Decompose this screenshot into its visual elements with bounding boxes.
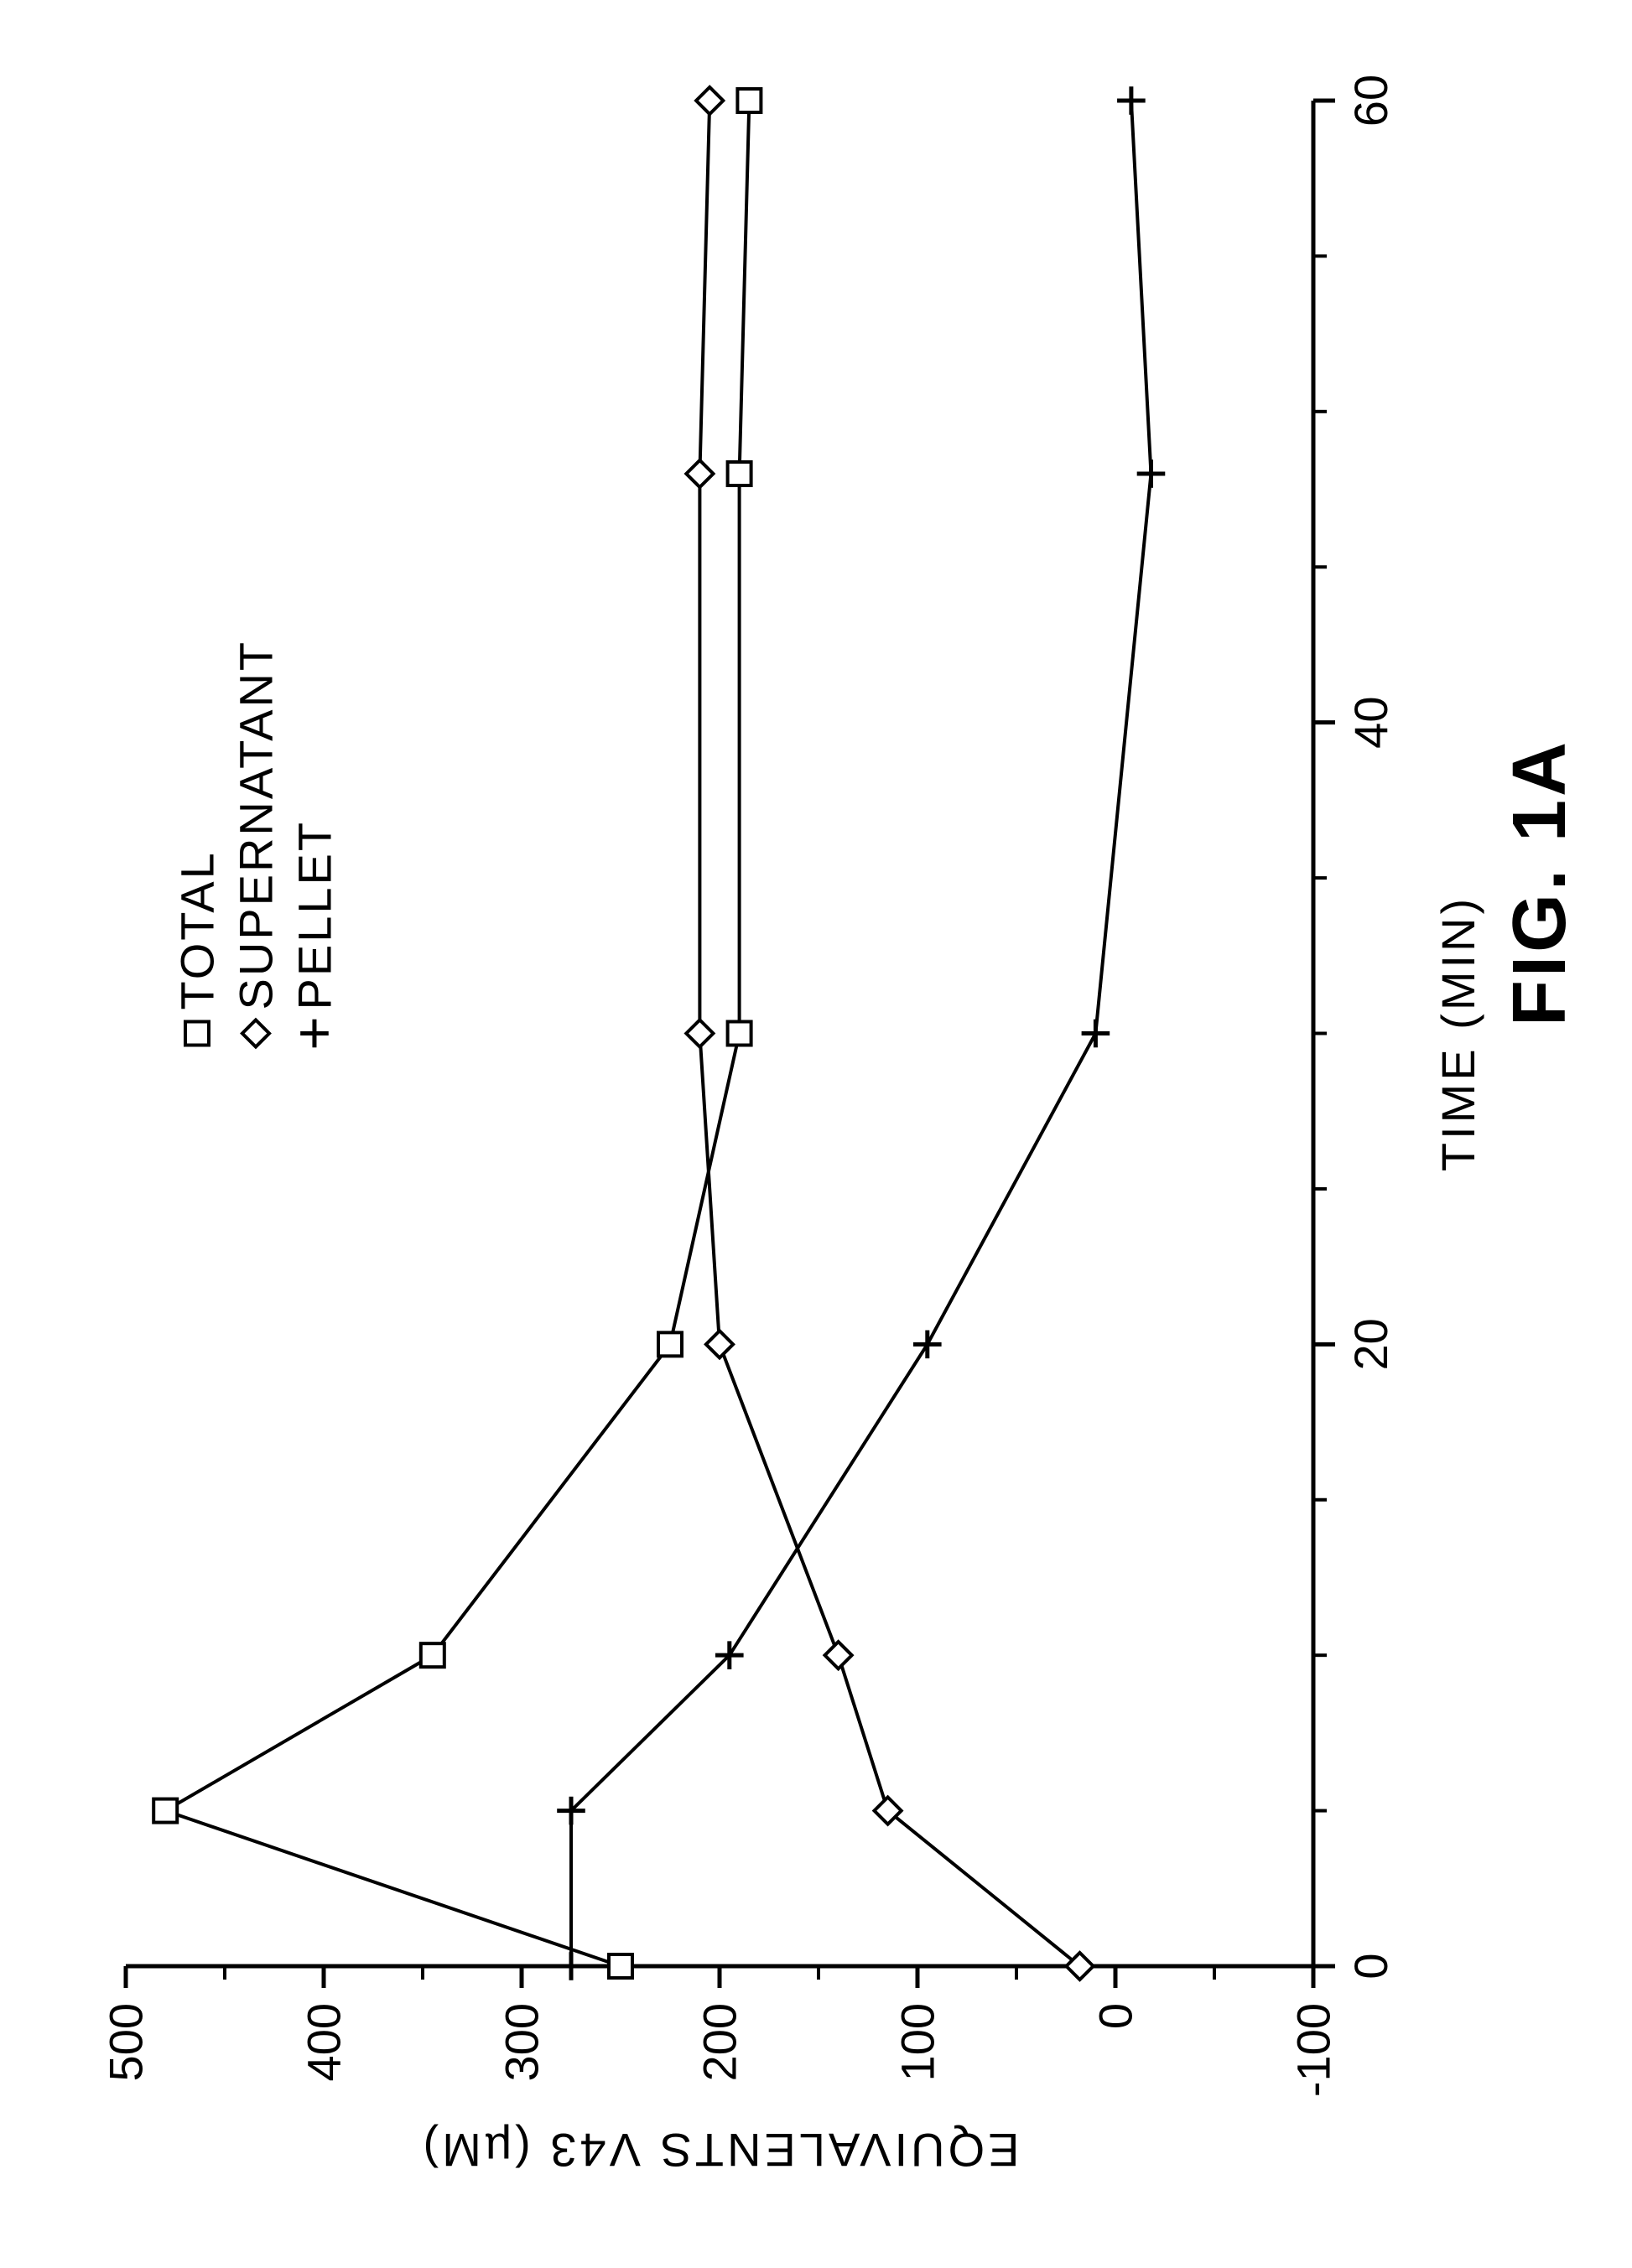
x-tick-label: 40 — [1344, 697, 1397, 749]
legend-label-supernatant: SUPERNATANT — [230, 640, 283, 1010]
y-tick-label: 200 — [694, 2003, 746, 2081]
legend-label-pellet: PELLET — [288, 820, 341, 1010]
y-tick-label: 0 — [1089, 2003, 1142, 2029]
figure-container: -10001002003004005000204060TIME (MIN)EQU… — [0, 0, 1632, 2268]
x-tick-label: 60 — [1344, 75, 1397, 127]
chart-svg: -10001002003004005000204060TIME (MIN)EQU… — [0, 0, 1632, 2268]
y-axis-label: EQUIVALENTS V43 (µM) — [420, 2124, 1020, 2177]
x-axis-label: TIME (MIN) — [1432, 895, 1484, 1171]
legend-label-total: TOTAL — [171, 850, 224, 1009]
y-tick-label: 400 — [298, 2003, 351, 2081]
y-tick-label: -100 — [1287, 2003, 1340, 2097]
y-tick-label: 100 — [891, 2003, 944, 2081]
figure-caption: FIG. 1A — [1498, 739, 1582, 1026]
x-tick-label: 0 — [1344, 1953, 1397, 1979]
y-tick-label: 500 — [100, 2003, 153, 2081]
y-tick-label: 300 — [496, 2003, 548, 2081]
x-tick-label: 20 — [1344, 1318, 1397, 1370]
